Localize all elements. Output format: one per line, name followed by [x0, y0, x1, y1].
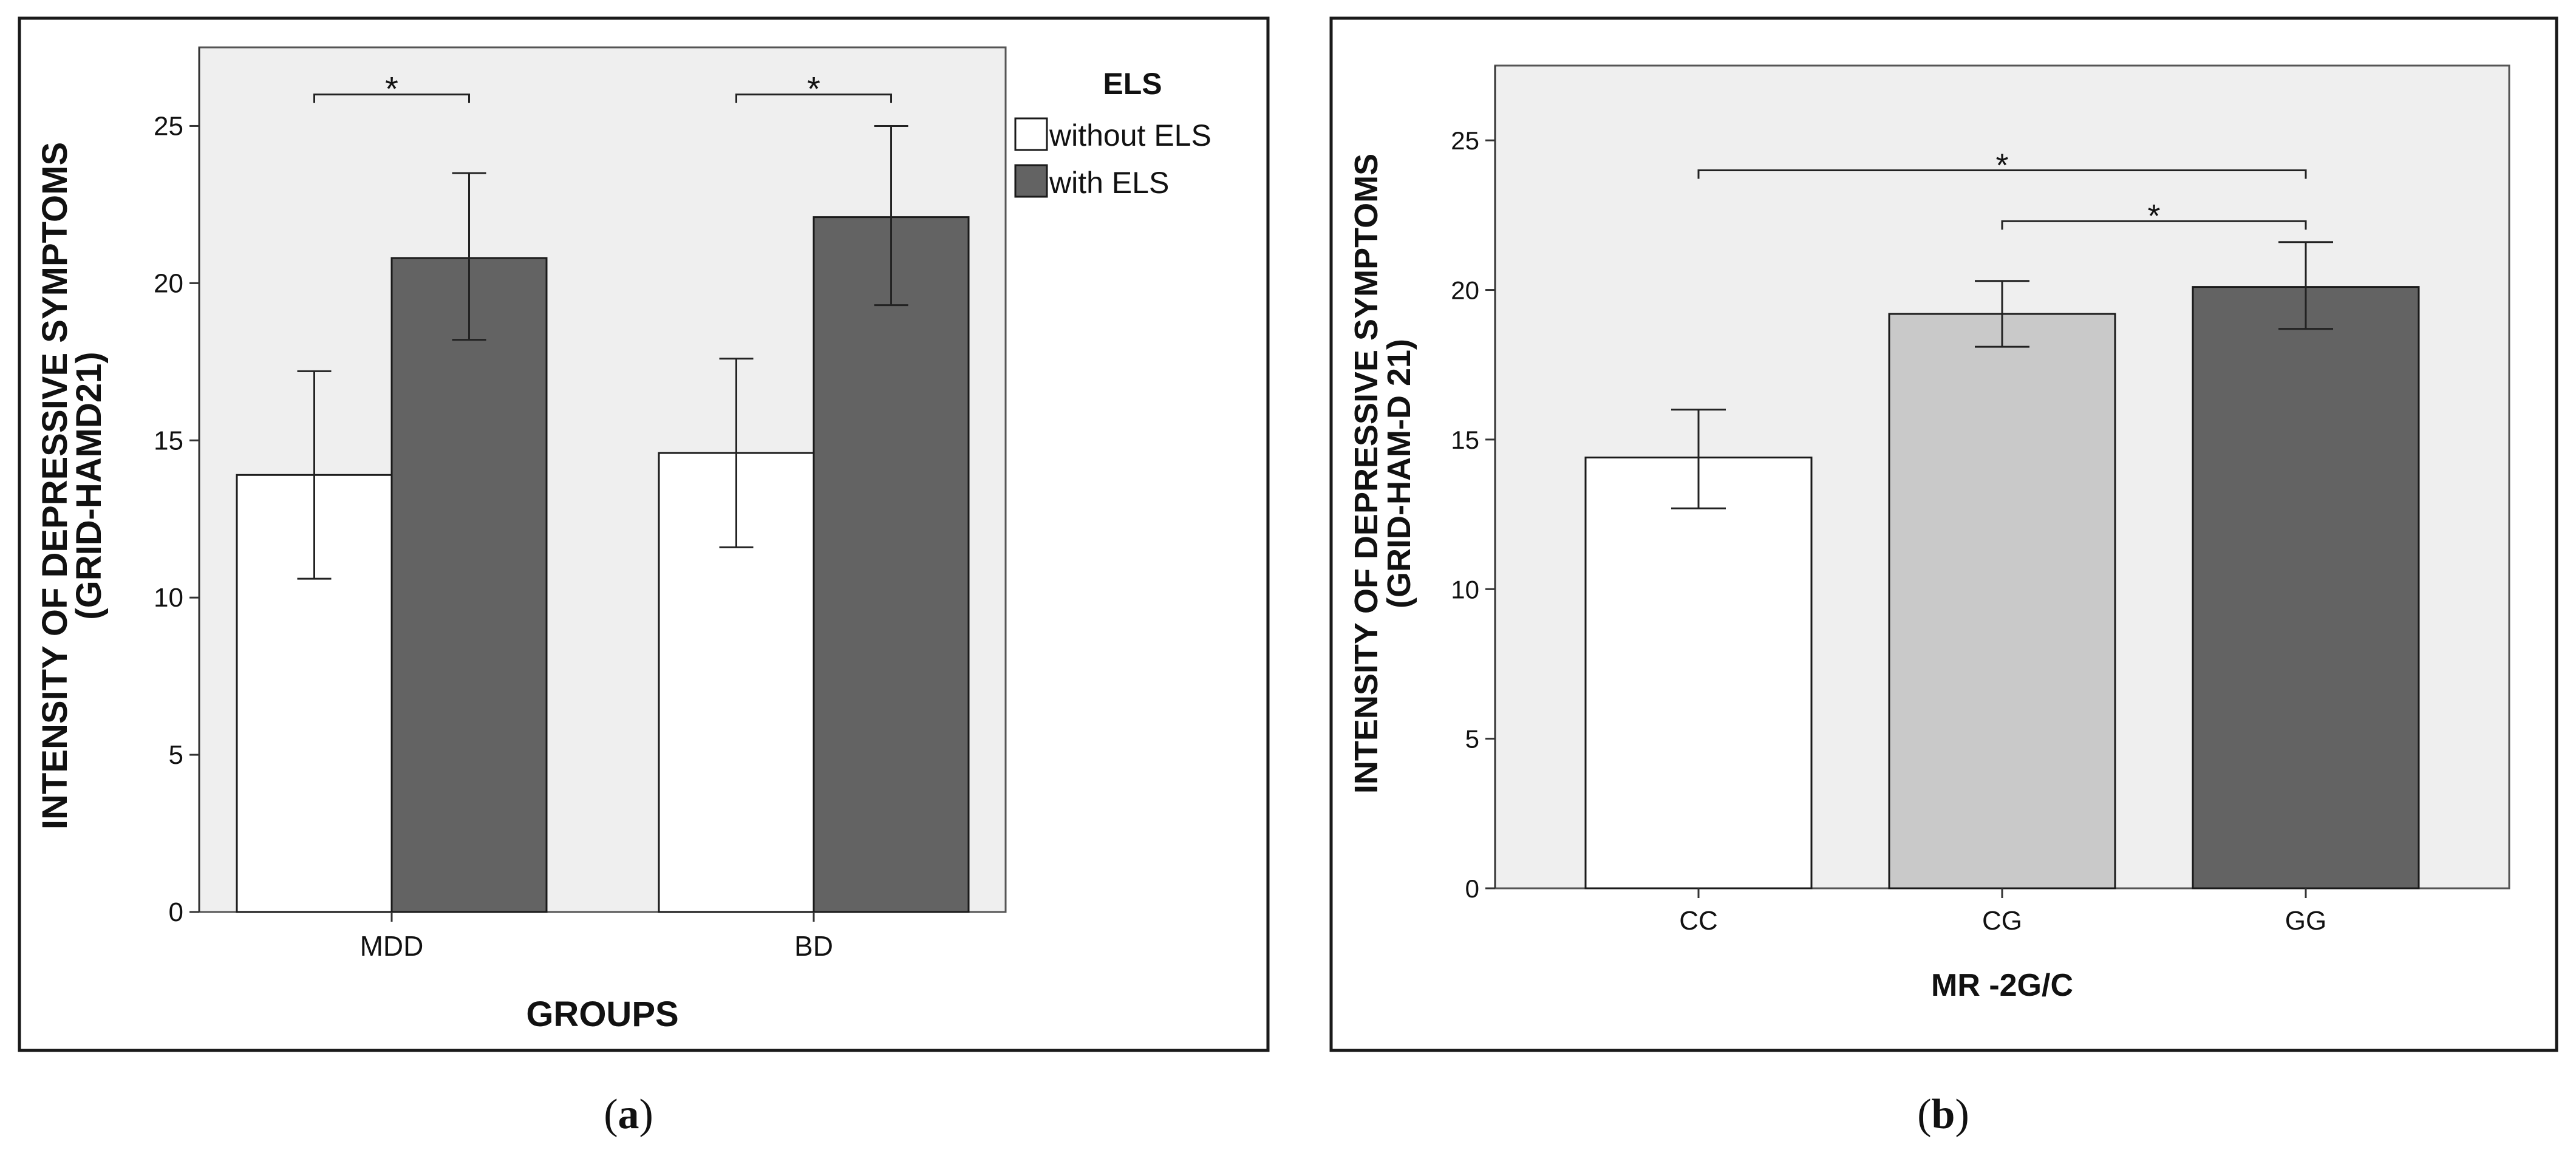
- panel-a-legend: ELS without ELS with ELS: [1014, 67, 1211, 200]
- y-tick-label: 5: [169, 740, 183, 770]
- y-tick-label: 10: [1451, 575, 1479, 604]
- significance-star-CG-GG: *: [2147, 198, 2160, 234]
- bar-CC: [1584, 456, 1813, 890]
- panel-b-significance: **: [1697, 147, 2307, 234]
- panel-b-y-label-line1: INTENSITY OF DEPRESSIVE SYMPTOMS: [1348, 154, 1385, 794]
- caption-b-letter: b: [1932, 1091, 1955, 1138]
- panel-a-bars: [236, 216, 970, 913]
- bar-MDD-with-els: [390, 257, 548, 913]
- significance-bracket-CG-GG: [2001, 220, 2307, 230]
- panel-a-error-bars: [297, 124, 908, 580]
- significance-star-CC-GG: *: [1995, 147, 2008, 183]
- legend-swatch-without-els: [1014, 117, 1048, 151]
- y-tick-label: 15: [154, 426, 183, 455]
- significance-star-BD: *: [807, 70, 820, 108]
- panel-b-x-ticks: CC CG GG: [1679, 888, 2326, 936]
- panel-b-error-bars: [1671, 241, 2333, 509]
- bar-CG: [1888, 313, 2116, 890]
- x-tick-label-CG: CG: [1982, 906, 2022, 936]
- x-tick-label-BD: BD: [794, 930, 833, 962]
- panel-a-significance: * *: [313, 70, 892, 108]
- y-tick-label: 20: [1451, 276, 1479, 305]
- legend-label-without-els: without ELS: [1049, 118, 1211, 152]
- y-tick-label: 5: [1465, 725, 1479, 754]
- significance-star-MDD: *: [385, 70, 398, 108]
- y-tick-label: 10: [154, 583, 183, 613]
- panel-b-y-ticks: 0 5 10 15 20 25: [1451, 66, 1496, 903]
- y-tick-label: 0: [169, 897, 183, 927]
- panel-a-y-label-line1: INTENSITY OF DEPRESSIVE SYMPTOMS: [35, 142, 75, 829]
- caption-a-letter: a: [618, 1091, 639, 1138]
- caption-a: (a): [604, 1091, 653, 1138]
- x-tick-label-CC: CC: [1679, 906, 1718, 936]
- y-tick-label: 25: [154, 111, 183, 141]
- x-tick-label-MDD: MDD: [360, 930, 424, 962]
- bar-BD-with-els: [813, 216, 970, 913]
- significance-bracket-CC-GG: [1697, 169, 2307, 179]
- panel-b-x-label: MR -2G/C: [1931, 968, 2073, 1003]
- panel-b-y-label-line2: (GRID-HAM-D 21): [1381, 339, 1417, 608]
- caption-b: (b): [1917, 1091, 1969, 1138]
- legend-swatch-with-els: [1014, 164, 1048, 198]
- panel-a-x-ticks: MDD BD: [360, 912, 833, 962]
- panel-a-y-ticks: 0 5 10 15 20 25: [154, 47, 200, 927]
- y-tick-label: 0: [1465, 874, 1479, 903]
- panel-a-y-label-line2: (GRID-HAMD21): [69, 352, 109, 619]
- svg-text:(b): (b): [1917, 1091, 1969, 1138]
- panel-a-x-label: GROUPS: [526, 995, 678, 1034]
- svg-text:(a): (a): [604, 1091, 653, 1138]
- significance-bracket-MDD: [313, 94, 470, 103]
- panel-b-bars: [1584, 286, 2420, 890]
- y-tick-label: 20: [154, 268, 183, 298]
- y-tick-label: 15: [1451, 426, 1479, 454]
- legend-title: ELS: [1103, 67, 1162, 101]
- x-tick-label-GG: GG: [2285, 906, 2326, 936]
- bar-GG: [2192, 286, 2420, 890]
- y-tick-label: 25: [1451, 126, 1479, 155]
- significance-bracket-BD: [735, 94, 892, 103]
- legend-label-with-els: with ELS: [1049, 166, 1169, 200]
